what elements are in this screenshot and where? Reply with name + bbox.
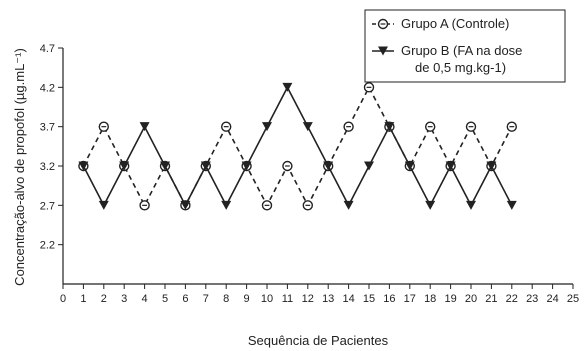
x-tick-label: 23 [526,293,538,305]
y-tick-label: 3.2 [40,161,55,173]
x-tick-label: 7 [203,293,209,305]
data-point [241,161,252,171]
x-tick-label: 13 [322,293,334,305]
x-tick-label: 11 [282,293,293,305]
legend: Grupo A (Controle) Grupo B (FA na dose de … [364,9,566,83]
data-point [465,121,477,132]
y-tick-label: 2.2 [40,240,55,252]
data-point [78,161,89,171]
x-tick-label: 1 [80,293,86,305]
data-point [98,121,110,132]
data-point [364,161,374,171]
legend-box [364,9,566,83]
x-tick-label: 3 [121,293,127,305]
data-point [343,121,354,132]
y-tick-label: 4.7 [40,43,55,55]
series-line [82,85,513,208]
x-tick-label: 5 [162,293,168,305]
data-point [282,82,293,92]
data-point [119,161,130,171]
x-tick-label: 4 [142,293,148,305]
x-tick-label: 18 [424,293,436,305]
x-tick-label: 20 [465,293,477,305]
data-point [262,122,272,132]
data-point [466,200,476,210]
data-point [160,161,170,171]
data-point [425,121,436,132]
data-point [343,200,354,210]
x-tick-label: 17 [404,293,416,305]
y-tick-label: 3.7 [40,122,55,134]
series-line [82,85,513,208]
x-tick-label: 19 [444,293,456,305]
data-point [261,200,273,211]
legend-marker-grupo-b [378,46,388,56]
data-point [302,200,313,211]
x-tick-label: 12 [302,293,314,305]
legend-marker-grupo-a [377,18,389,30]
x-tick-label: 24 [546,293,558,305]
x-tick-label: 16 [383,293,395,305]
data-point [323,161,334,171]
x-tick-label: 0 [60,293,66,305]
axes: 2.22.73.23.74.24.70 1 2 3 4 5 6 7 8 9 10 11 12 13 14 15… [40,43,579,305]
x-tick-label: 6 [182,293,188,305]
data-point [139,200,150,211]
data-point [139,122,150,132]
x-tick-label: 22 [506,293,518,305]
y-tick-label: 4.2 [40,82,55,94]
data-point [506,200,517,210]
data-point [180,200,191,210]
x-tick-label: 2 [101,293,107,305]
data-point [445,161,456,171]
y-axis-title: Concentração-alvo de propofol (µg.mL⁻¹) [12,48,27,286]
data-point [98,200,109,210]
data-point [282,160,293,172]
legend-label-grupo-a: Grupo A (Controle) [401,16,509,31]
legend-label-grupo-b-line2: de 0,5 mg.kg-1) [415,60,506,75]
legend-label-grupo-b-line1: Grupo B (FA na dose [401,43,522,58]
data-point [200,161,211,171]
series-grupo-a [78,82,517,211]
x-axis-title: Sequência de Pacientes [248,333,389,348]
x-tick-label: 14 [342,293,354,305]
data-point [506,121,517,132]
series-layer [78,82,517,211]
data-point [486,161,497,171]
y-tick-label: 2.7 [40,200,55,212]
data-point [363,82,375,93]
data-point [220,121,232,132]
x-tick-label: 25 [567,293,579,305]
x-tick-label: 10 [261,293,273,305]
data-point [404,161,415,171]
x-tick-label: 8 [223,293,229,305]
data-point [221,200,232,210]
x-tick-label: 21 [485,293,497,305]
data-point [384,122,395,132]
data-point [425,200,436,210]
x-tick-label: 15 [363,293,375,305]
x-tick-label: 9 [244,293,250,305]
data-point [302,122,313,132]
series-grupo-b [78,82,517,210]
